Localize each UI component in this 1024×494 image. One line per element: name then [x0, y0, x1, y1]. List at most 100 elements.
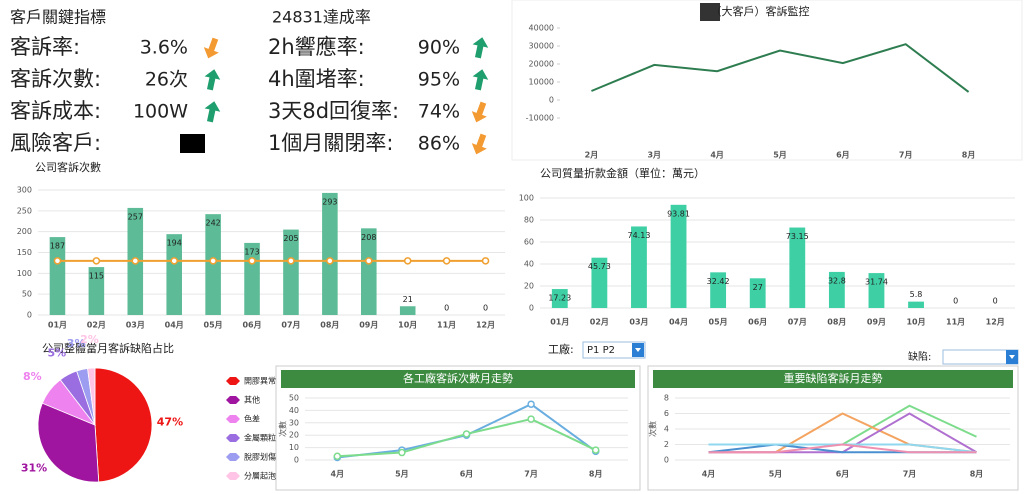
bar	[631, 226, 647, 308]
legend-icon	[226, 472, 240, 480]
kpi-value: 74%	[418, 101, 460, 123]
point	[326, 257, 334, 265]
kpi-label: 2h響應率:	[268, 35, 365, 59]
x-tick-label: 11月	[946, 318, 965, 327]
bar	[591, 257, 608, 308]
y-axis-label: 次數	[648, 421, 658, 437]
x-tick-label: 5月	[395, 470, 409, 479]
x-tick-label: 10月	[906, 318, 925, 327]
data-label: 73.15	[786, 232, 809, 241]
data-label: 208	[361, 233, 376, 242]
point	[462, 430, 471, 438]
y-tick-label: 0	[664, 456, 669, 465]
data-label: 173	[244, 247, 259, 256]
y-tick-label: 300	[17, 186, 32, 195]
redaction	[180, 134, 205, 153]
factory-select[interactable]	[582, 341, 646, 359]
chart-title: 重要缺陷客訴月走勢	[784, 371, 883, 385]
x-tick-label: 06月	[242, 321, 261, 330]
kpi-value: 95%	[418, 69, 460, 91]
y-tick-label: 6	[664, 409, 669, 418]
y-tick-label: 250	[17, 206, 32, 215]
y-tick-label: 40	[289, 406, 299, 415]
y-tick-label: 0	[549, 96, 554, 105]
kpi-value: 3.6%	[140, 37, 188, 59]
pie-slice	[94, 367, 153, 483]
trend-arrow	[204, 101, 221, 123]
dropdown-icon	[635, 348, 641, 352]
point	[403, 257, 412, 265]
x-tick-label: 12月	[986, 318, 1005, 327]
chart-title: 公司客訴次數	[35, 160, 101, 174]
data-label: 31.74	[865, 278, 888, 287]
x-tick-label: 03月	[629, 318, 648, 327]
bar	[749, 278, 766, 308]
y-tick-label: 20	[289, 431, 299, 440]
kpi-label: 1個月關閉率:	[268, 131, 393, 155]
y-tick-label: 60	[524, 238, 534, 247]
x-tick-label: 5月	[773, 151, 787, 160]
legend-icon	[226, 453, 240, 461]
legend-label: 色差	[244, 414, 260, 424]
data-label: 293	[322, 197, 337, 206]
y-tick-label: 40	[524, 260, 534, 269]
point	[209, 257, 217, 265]
data-label: 32.42	[707, 277, 730, 286]
x-tick-label: 11月	[437, 321, 456, 330]
kpi-title: 客戶關鍵指標	[10, 8, 106, 27]
x-tick-label: 07月	[788, 318, 807, 327]
y-tick-label: 30000	[529, 42, 554, 51]
bar	[908, 301, 924, 308]
point	[131, 257, 140, 265]
trend-arrow	[471, 101, 487, 123]
panel-header	[653, 370, 1013, 388]
x-tick-label: 08月	[320, 321, 339, 330]
bar	[322, 192, 338, 315]
data-label: 32.8	[828, 276, 846, 285]
data-label: 21	[403, 295, 413, 304]
filter-label: 缺陷:	[908, 350, 931, 363]
y-tick-label: 0	[27, 311, 32, 320]
point	[481, 257, 490, 265]
data-label: 5%	[47, 347, 66, 360]
y-tick-label: 20	[524, 282, 534, 291]
bar	[868, 273, 885, 308]
kpi-label: 客訴次數:	[10, 67, 101, 91]
chart-title: 各工廠客訴次數月走勢	[403, 371, 513, 385]
x-tick-label: 12月	[476, 321, 495, 330]
bar	[49, 237, 66, 315]
x-tick-label: 4月	[702, 470, 716, 479]
x-tick-label: 10月	[398, 321, 417, 330]
trend-arrow	[472, 69, 489, 91]
trend-arrow	[203, 37, 219, 59]
y-tick-label: 4	[664, 425, 669, 434]
x-tick-label: 05月	[709, 318, 728, 327]
point	[287, 257, 295, 265]
panel-border	[511, 0, 1023, 161]
point	[398, 448, 406, 457]
x-tick-label: 4月	[710, 151, 724, 160]
x-tick-label: 01月	[48, 321, 67, 330]
y-axis-label: 次數	[278, 421, 288, 437]
select-value: P1 P2	[587, 345, 615, 356]
bar	[789, 227, 806, 308]
x-tick-label: 09月	[359, 321, 378, 330]
bar	[166, 234, 182, 315]
data-label: 257	[128, 212, 143, 221]
x-tick-label: 02月	[87, 321, 106, 330]
kpi-label: 3天8d回復率:	[268, 99, 399, 123]
legend-label: 脫膠划傷	[244, 452, 276, 462]
y-tick-label: 8	[664, 394, 669, 403]
trend-arrow	[472, 37, 489, 59]
y-tick-label: -10000	[526, 114, 554, 123]
y-tick-label: 0	[294, 456, 299, 465]
bar	[828, 271, 845, 308]
kpi-label: 4h圍堵率:	[268, 67, 365, 91]
data-label: 31%	[21, 462, 47, 475]
bar	[551, 289, 568, 308]
data-label: 0	[483, 304, 488, 313]
data-label: 242	[205, 219, 220, 228]
series-line	[708, 443, 977, 454]
x-tick-label: 4月	[331, 470, 345, 479]
kpi-label: 風險客戶:	[10, 131, 101, 155]
